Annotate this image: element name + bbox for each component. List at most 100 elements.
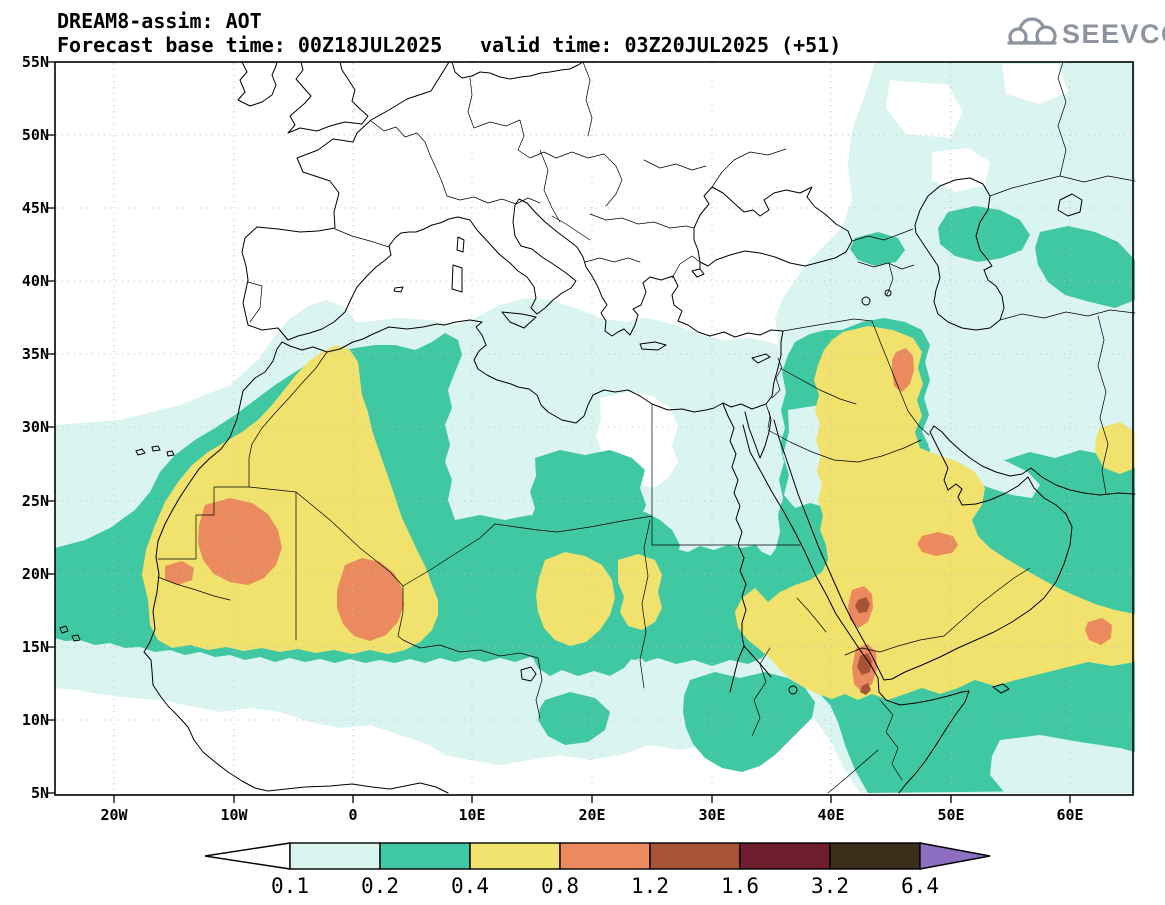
lat-label: 40N — [22, 272, 49, 290]
coastline-aral — [1057, 193, 1083, 217]
lat-label: 50N — [22, 126, 49, 144]
islands-canary — [135, 445, 175, 457]
valid-time: valid time: 03Z20JUL2025 (+51) — [480, 33, 841, 57]
border-balkans-west — [539, 149, 591, 241]
islands-cape-verde — [59, 625, 81, 642]
border-carpathians — [555, 151, 623, 207]
coastline-black-sea — [693, 186, 853, 267]
coastline-denmark — [451, 61, 473, 79]
contour-aot-1.2-red-sea-spot1 — [855, 597, 870, 613]
axis-ticks — [47, 61, 1071, 803]
coastline-horn-of-africa — [877, 677, 970, 794]
contour-hole-white-ne1 — [886, 80, 963, 138]
border-central-asia — [989, 61, 1136, 197]
lat-label: 5N — [31, 784, 49, 802]
colorbar-arrow-right — [919, 842, 991, 870]
colorbar-label: 0.1 — [271, 874, 309, 898]
colorbar-label: 1.2 — [631, 874, 669, 898]
border-iran-afghanistan — [1097, 315, 1109, 495]
forecast-base-time: Forecast base time: 00Z18JUL2025 — [57, 33, 442, 57]
lat-label: 55N — [22, 53, 49, 71]
lon-label: 30E — [698, 806, 725, 824]
coastline-britain — [287, 61, 369, 134]
lake-tana — [788, 685, 798, 695]
coastline-caspian — [914, 177, 1005, 331]
colorbar-label: 3.2 — [811, 874, 849, 898]
border-central-europe — [467, 77, 557, 159]
latitude-labels: 55N 50N 45N 40N 35N 30N 25N 20N 15N 10N … — [22, 53, 49, 802]
border-morocco-algeria-wsahara — [157, 351, 328, 560]
coastline-baltic — [471, 61, 584, 80]
border-ethiopia-somalia — [879, 699, 903, 781]
contour-hole-white-ne2 — [1002, 64, 1068, 104]
coastline-sinai — [744, 411, 772, 459]
lon-label: 40E — [817, 806, 844, 824]
colorbar-label: 6.4 — [901, 874, 939, 898]
border-yemen-oman — [844, 567, 1031, 656]
border-ukraine — [643, 148, 787, 188]
contour-aot-0.4-west-sudan — [618, 554, 662, 630]
colorbar-label: 1.6 — [721, 874, 759, 898]
contour-field — [55, 62, 1135, 793]
lake-chad — [520, 666, 537, 682]
coastline-marmara — [691, 261, 705, 278]
lat-label: 20N — [22, 565, 49, 583]
contour-aot-1.2-red-sea-spot3 — [860, 683, 871, 695]
lat-label: 15N — [22, 638, 49, 656]
colorbar-label: 0.4 — [451, 874, 489, 898]
contour-aot-0.2-ethiopia — [683, 672, 815, 772]
coastline-europe-africa — [143, 61, 784, 794]
seevccc-cloud-icon — [1004, 17, 1060, 57]
river-nile — [722, 403, 772, 693]
coastline-red-sea-west — [742, 424, 879, 679]
border-levant — [765, 357, 857, 429]
border-sudan-ethiopia — [751, 647, 771, 737]
colorbar-arrow-left — [204, 842, 291, 870]
colorbar-segment-0.1-0.2 — [289, 842, 381, 870]
border-turkey-bulgaria — [671, 255, 701, 279]
colorbar-segment-0.4-0.8 — [469, 842, 561, 870]
contour-aot-0.8-mauritania — [198, 498, 282, 585]
contour-aot-0.2-central-asia — [1035, 226, 1135, 308]
island-socotra — [992, 683, 1010, 694]
border-north-greece — [584, 257, 641, 263]
border-senegal — [157, 576, 231, 601]
island-corsica — [456, 236, 465, 253]
cloud-base-mask — [1004, 43, 1060, 57]
border-france-east — [370, 120, 448, 197]
border-algeria-sahel — [295, 491, 653, 587]
island-mallorca — [393, 286, 404, 293]
lat-label: 25N — [22, 492, 49, 510]
header: DREAM8-assim: AOT Forecast base time: 00… — [57, 9, 841, 57]
contour-aot-0.4-chad — [536, 552, 615, 646]
island-crete — [639, 341, 667, 351]
island-cyprus — [751, 353, 771, 364]
contour-aot-0.8-arabian-sea — [1085, 618, 1112, 645]
border-chad-sudan — [639, 519, 651, 689]
border-iraq-iran — [871, 320, 930, 436]
contour-aot-0.1-northeast — [775, 62, 1135, 350]
border-kenya-somalia — [827, 749, 879, 794]
border-pyrenees — [334, 228, 390, 248]
border-danube — [589, 213, 695, 229]
lon-label: 10E — [458, 806, 485, 824]
lon-label: 0 — [348, 806, 357, 824]
contour-aot-0.8-central-saudi — [917, 532, 958, 556]
lon-label: 10W — [220, 806, 248, 824]
lat-label: 45N — [22, 199, 49, 217]
colorbar-segment-3.2-6.4 — [829, 842, 921, 870]
border-saudi-north — [767, 429, 922, 463]
colorbar: 0.1 0.2 0.4 0.8 1.2 1.6 3.2 6.4 — [204, 842, 991, 898]
colorbar-label: 0.8 — [541, 874, 579, 898]
border-alps — [446, 195, 541, 205]
colorbar-label: 0.2 — [361, 874, 399, 898]
lat-label: 35N — [22, 345, 49, 363]
coastline-ireland — [237, 61, 278, 107]
colorbar-segment-0.2-0.4 — [379, 842, 471, 870]
map-frame-group: 55N 50N 45N 40N 35N 30N 25N 20N 15N 10N … — [22, 53, 1134, 824]
contour-hole-cyan-se-corner — [990, 735, 1135, 793]
border-turkey-south — [782, 318, 873, 332]
border-portugal-spain — [247, 281, 263, 323]
border-sahel-south — [397, 585, 543, 719]
